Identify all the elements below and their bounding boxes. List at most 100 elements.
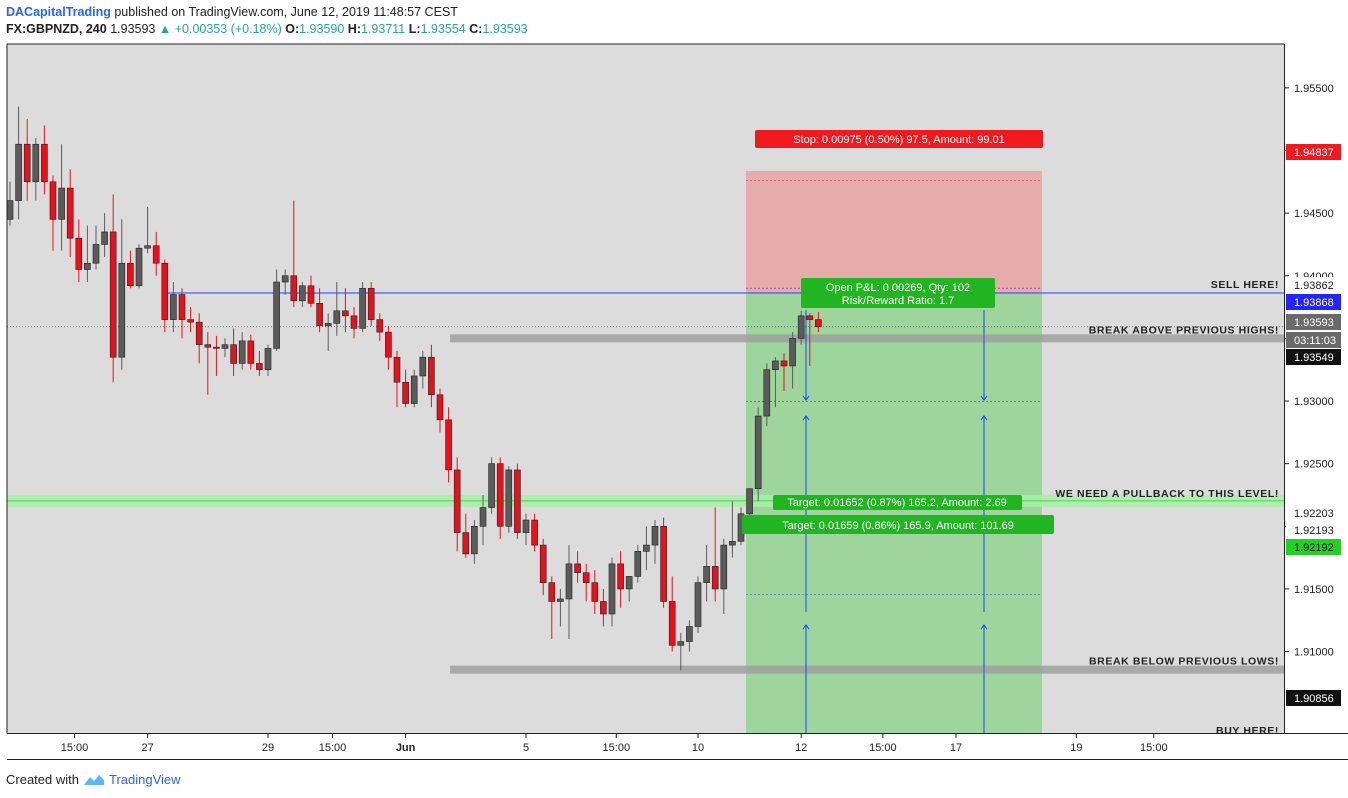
pullback-label: WE NEED A PULLBACK TO THIS LEVEL! <box>1055 488 1279 500</box>
sell-here-label: SELL HERE! <box>1211 279 1279 291</box>
candle <box>557 588 564 627</box>
candle <box>797 310 805 345</box>
arrow-down-left-1-head <box>802 395 810 401</box>
candle-body <box>316 303 323 327</box>
candle-body <box>496 463 504 527</box>
price-tag: 1.94837 <box>1286 144 1341 160</box>
price-tag: 1.92192 <box>1286 539 1341 555</box>
chart-header: DACapitalTrading published on TradingVie… <box>6 4 528 38</box>
candle-body <box>264 348 272 371</box>
candle-body <box>694 582 702 627</box>
candle-body <box>281 275 289 283</box>
candle <box>109 194 117 383</box>
pnl-label-box <box>801 278 995 308</box>
break-above-label: BREAK ABOVE PREVIOUS HIGHS! <box>1089 324 1279 336</box>
price-tag-box <box>1286 690 1341 706</box>
time-axis-bg <box>0 733 1348 760</box>
time-tick-label: 27 <box>141 742 153 754</box>
publisher-link[interactable]: DACapitalTrading <box>6 5 111 19</box>
price-tag-box <box>1286 349 1341 365</box>
candle <box>419 350 427 389</box>
candle-body <box>32 143 40 183</box>
candle <box>127 250 134 289</box>
candle-body <box>780 360 788 367</box>
candle <box>247 334 255 370</box>
time-tick-label: 5 <box>523 742 529 754</box>
candle-body <box>376 319 384 333</box>
price-tag-box <box>1286 522 1341 538</box>
time-tick-label: 15:00 <box>61 742 89 754</box>
arrow-down-right-1-head <box>980 395 988 401</box>
candle-body <box>290 275 298 302</box>
tradingview-brand-link[interactable]: TradingView <box>108 772 181 787</box>
candle-body <box>763 369 771 417</box>
candle <box>582 563 590 602</box>
price-change: ▲ +0.00353 (+0.18%) <box>158 22 282 36</box>
candle <box>359 282 366 333</box>
footer: Created with TradingView <box>6 772 181 787</box>
price-tag-box <box>1286 505 1341 521</box>
plot-area[interactable] <box>7 44 1284 733</box>
candle-body <box>591 582 599 602</box>
candle-body <box>488 463 495 508</box>
price-tick-label: 1.95500 <box>1294 83 1334 95</box>
candle-body <box>324 323 332 327</box>
candle-body <box>651 525 659 546</box>
candle <box>591 570 599 614</box>
candle <box>815 312 822 333</box>
candle <box>187 307 194 333</box>
candle <box>617 551 624 608</box>
candle-body <box>161 262 169 320</box>
candle <box>488 457 495 514</box>
price-tag-label: 1.93549 <box>1294 352 1334 364</box>
candle <box>376 313 384 341</box>
candle-body <box>686 626 693 642</box>
candle-body <box>6 200 14 220</box>
candle-body <box>410 375 418 404</box>
price-tag: 03:11:03 <box>1286 332 1341 348</box>
candle <box>23 119 31 201</box>
candle-body <box>608 563 616 615</box>
candle <box>204 332 212 395</box>
candle <box>789 332 796 389</box>
time-axis[interactable]: 15:00 27 29 15:00 Jun 5 15:00 10 12 15:00 17 19 15:0… <box>0 733 1348 760</box>
candle <box>479 494 487 546</box>
candle-body <box>436 394 444 421</box>
candle-body <box>49 181 57 220</box>
candle <box>66 169 74 257</box>
price-tags: 1.94837 1.93862 1.93868 1.93593 03:11:03 1.93… <box>1286 144 1341 706</box>
candle-body <box>238 340 246 364</box>
close-label: C: <box>469 22 483 36</box>
candle-body <box>144 245 151 249</box>
candle <box>161 259 169 333</box>
candle <box>703 545 710 602</box>
candle-body <box>789 338 796 367</box>
candle <box>686 620 693 652</box>
candle-body <box>548 582 556 602</box>
candle-body <box>617 563 624 590</box>
candle <box>213 335 220 376</box>
arrow-down-left-1 <box>802 310 810 401</box>
price-tag: 1.93862 <box>1286 277 1341 293</box>
candle-body <box>187 319 194 323</box>
candle <box>522 513 530 546</box>
candle <box>350 307 358 339</box>
candle-body <box>565 563 573 600</box>
stop-zone <box>746 170 1042 294</box>
candle-body <box>75 237 83 270</box>
candle-body <box>668 601 676 646</box>
candle <box>496 457 504 539</box>
candle <box>195 313 203 364</box>
candle <box>651 520 659 564</box>
candle-body <box>557 598 564 602</box>
candle-body <box>152 245 160 264</box>
candle <box>393 350 401 408</box>
price-tag-box <box>1286 332 1341 348</box>
high-value: 1.93711 <box>361 22 406 36</box>
candle <box>625 576 633 602</box>
target-label-box <box>742 515 1054 534</box>
candle-body <box>135 247 143 287</box>
candle-body <box>101 231 108 245</box>
candle-body <box>625 576 633 590</box>
